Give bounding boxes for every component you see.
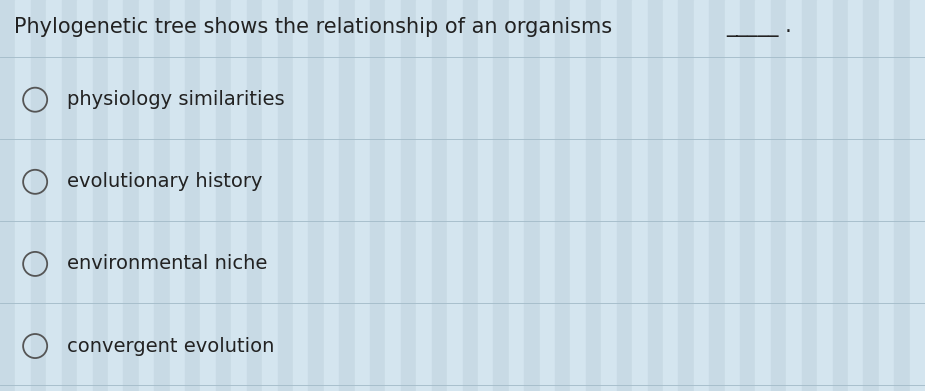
Bar [894,0,909,391]
Bar [462,0,478,391]
Bar [447,0,462,391]
Text: physiology similarities: physiology similarities [67,90,284,109]
Bar [740,0,756,391]
Bar [771,0,786,391]
Bar [370,0,386,391]
Bar [478,0,493,391]
Bar [694,0,709,391]
Bar [571,0,586,391]
Bar [493,0,509,391]
Bar [586,0,601,391]
Bar [863,0,879,391]
Bar [293,0,308,391]
Bar [108,0,123,391]
Bar [46,0,62,391]
Bar [62,0,77,391]
Bar [0,0,16,391]
Bar [663,0,678,391]
Bar [909,0,925,391]
Bar [648,0,663,391]
Bar [154,0,169,391]
Bar [524,0,539,391]
Bar [324,0,339,391]
Bar [724,0,740,391]
Text: evolutionary history: evolutionary history [67,172,262,191]
Bar [632,0,648,391]
Bar [386,0,401,391]
Bar [678,0,694,391]
Bar [262,0,278,391]
Bar [617,0,632,391]
Bar [401,0,416,391]
Bar [756,0,771,391]
Bar [123,0,139,391]
Bar [786,0,802,391]
Bar [832,0,848,391]
Text: Phylogenetic tree shows the relationship of an organisms: Phylogenetic tree shows the relationship… [14,17,619,38]
Bar [231,0,247,391]
Bar [432,0,447,391]
Bar [278,0,293,391]
Text: _____ .: _____ . [726,17,792,38]
Bar [879,0,894,391]
Bar [416,0,432,391]
Bar [185,0,201,391]
Bar [169,0,185,391]
Bar [709,0,724,391]
Bar [817,0,832,391]
Bar [354,0,370,391]
Bar [509,0,524,391]
Bar [139,0,154,391]
Bar [247,0,262,391]
Bar [201,0,216,391]
Bar [77,0,92,391]
Text: convergent evolution: convergent evolution [67,337,274,355]
Bar [216,0,231,391]
Bar [539,0,555,391]
Bar [555,0,571,391]
Bar [92,0,108,391]
Text: environmental niche: environmental niche [67,255,267,273]
Bar [802,0,817,391]
Bar [339,0,354,391]
Bar [308,0,324,391]
Bar [848,0,863,391]
Bar [31,0,46,391]
Bar [601,0,617,391]
Bar [16,0,31,391]
